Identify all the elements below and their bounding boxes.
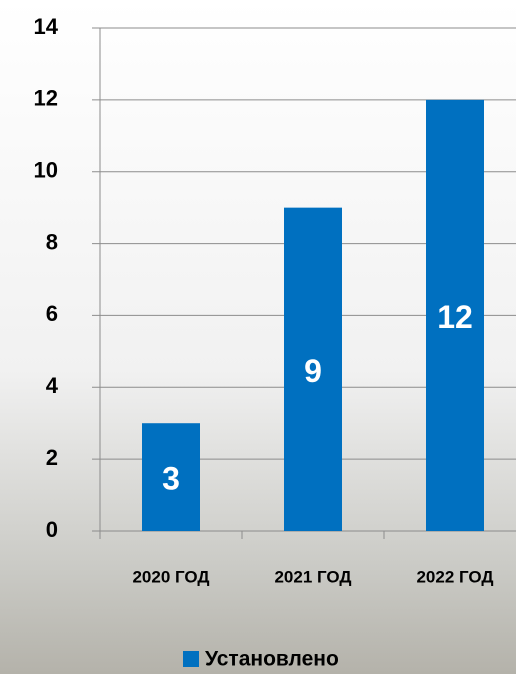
y-tick-label: 2 — [46, 445, 58, 470]
bar — [142, 423, 200, 531]
x-tick-label: 2022 ГОД — [416, 567, 493, 586]
bar — [426, 99, 484, 531]
x-tick-label: 2021 ГОД — [274, 567, 351, 586]
y-tick-label: 8 — [46, 229, 58, 254]
legend-swatch — [183, 651, 199, 667]
y-tick-label: 14 — [34, 14, 59, 39]
data-label: 3 — [162, 461, 180, 497]
legend-label: Установлено — [205, 648, 339, 671]
data-label: 9 — [304, 353, 322, 389]
y-tick-label: 4 — [46, 373, 59, 398]
data-label: 12 — [437, 299, 473, 335]
y-tick-label: 6 — [46, 301, 58, 326]
bar — [284, 207, 342, 531]
x-tick-label: 2020 ГОД — [132, 567, 209, 586]
y-tick-label: 10 — [34, 158, 58, 183]
y-tick-label: 12 — [34, 86, 58, 111]
y-tick-label: 0 — [46, 517, 58, 542]
